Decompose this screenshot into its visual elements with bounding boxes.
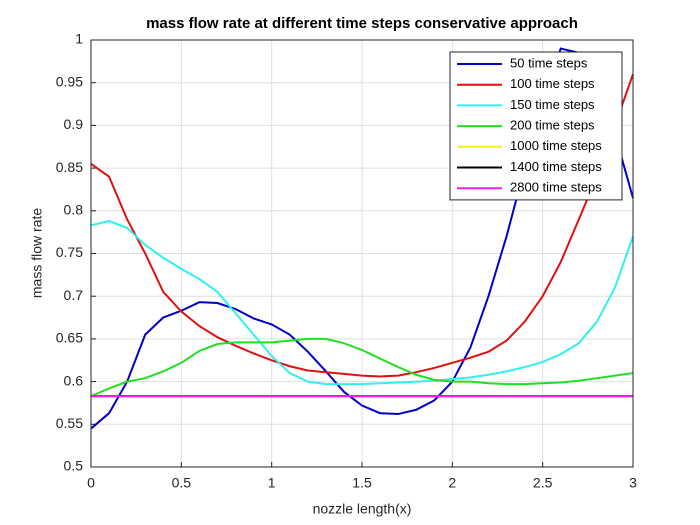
y-tick-label: 0.6 <box>64 372 84 388</box>
legend-label: 100 time steps <box>510 76 595 91</box>
series-line <box>90 73 634 378</box>
legend-label: 200 time steps <box>510 118 595 133</box>
y-tick-label: 0.65 <box>56 330 83 346</box>
y-tick-label: 0.7 <box>64 287 84 303</box>
y-tick-label: 0.5 <box>64 458 84 474</box>
y-tick-label: 0.85 <box>56 159 83 175</box>
y-tick-label: 0.9 <box>64 116 84 132</box>
legend-label: 150 time steps <box>510 97 595 112</box>
x-tick-label: 1 <box>268 475 276 491</box>
y-tick-label: 1 <box>75 31 83 47</box>
y-tick-label: 0.95 <box>56 73 83 89</box>
series-line <box>90 220 634 386</box>
legend-label: 2800 time steps <box>510 180 602 195</box>
legend-label: 1000 time steps <box>510 138 602 153</box>
legend-label: 50 time steps <box>510 55 588 70</box>
y-axis-label: mass flow rate <box>29 208 45 298</box>
x-tick-label: 1.5 <box>352 475 372 491</box>
legend-label: 1400 time steps <box>510 159 602 174</box>
y-tick-label: 0.75 <box>56 244 83 260</box>
chart-title: mass flow rate at different time steps c… <box>146 15 578 32</box>
legend: 50 time steps 100 time steps 150 time step… <box>449 51 623 201</box>
x-tick-label: 2 <box>448 475 456 491</box>
y-tick-label: 0.8 <box>64 202 84 218</box>
x-tick-label: 3 <box>629 475 637 491</box>
y-tick-label: 0.55 <box>56 415 83 431</box>
x-axis-label: nozzle length(x) <box>313 501 412 517</box>
x-tick-label: 2.5 <box>533 475 553 491</box>
x-tick-label: 0 <box>87 475 95 491</box>
axes-box <box>90 39 634 468</box>
x-tick-label: 0.5 <box>172 475 192 491</box>
series-line <box>90 337 634 398</box>
